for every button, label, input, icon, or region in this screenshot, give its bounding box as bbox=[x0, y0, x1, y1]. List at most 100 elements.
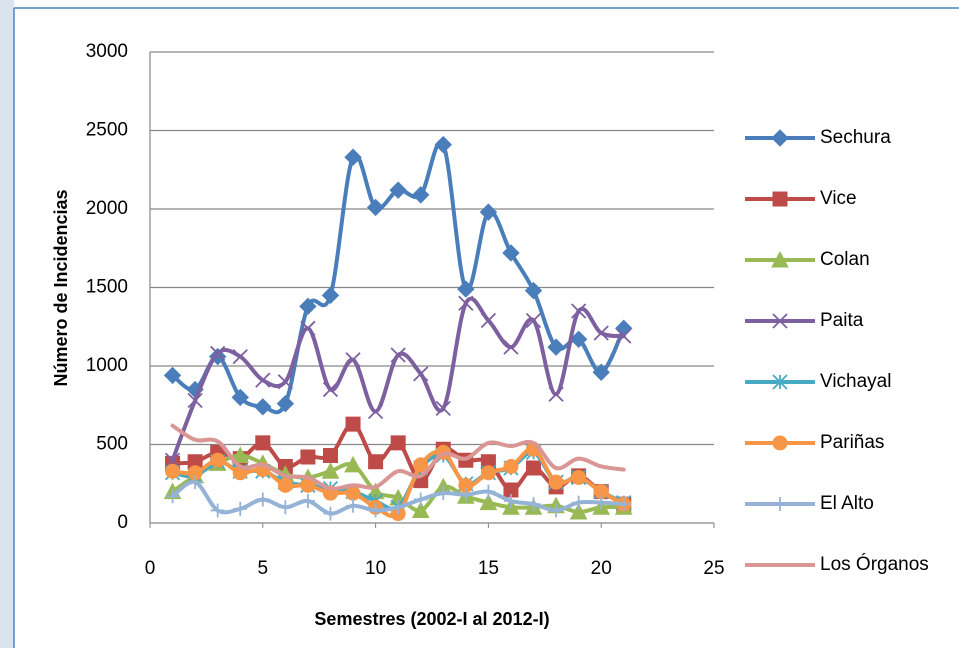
marker bbox=[594, 495, 609, 510]
marker bbox=[772, 191, 788, 207]
marker bbox=[210, 503, 225, 518]
marker bbox=[526, 460, 542, 476]
marker bbox=[210, 345, 226, 362]
marker bbox=[458, 477, 474, 493]
marker bbox=[571, 469, 587, 485]
marker bbox=[772, 313, 788, 329]
marker bbox=[165, 463, 181, 479]
marker bbox=[479, 203, 498, 221]
marker bbox=[390, 435, 406, 451]
x-tick-label: 20 bbox=[591, 558, 612, 579]
marker bbox=[322, 381, 339, 398]
marker bbox=[571, 495, 586, 510]
marker bbox=[255, 372, 271, 388]
marker bbox=[548, 386, 564, 402]
marker bbox=[389, 181, 407, 199]
marker bbox=[367, 403, 384, 420]
marker bbox=[344, 148, 362, 166]
marker bbox=[458, 487, 473, 502]
legend-label: Paita bbox=[820, 310, 864, 331]
marker bbox=[232, 348, 248, 365]
marker bbox=[413, 457, 429, 473]
y-tick-label: 3000 bbox=[86, 41, 128, 62]
marker bbox=[502, 244, 520, 262]
y-tick-label: 2500 bbox=[86, 120, 128, 141]
legend-label: Pariñas bbox=[820, 432, 884, 453]
y-tick-label: 500 bbox=[96, 434, 128, 455]
marker bbox=[436, 486, 451, 501]
marker bbox=[593, 325, 609, 341]
marker bbox=[300, 494, 315, 509]
x-tick-label: 0 bbox=[145, 558, 156, 579]
marker bbox=[255, 492, 270, 507]
x-tick-label: 25 bbox=[703, 558, 724, 579]
marker bbox=[346, 498, 361, 513]
marker bbox=[411, 501, 430, 518]
marker bbox=[479, 493, 498, 511]
x-tick-label: 10 bbox=[365, 558, 386, 579]
marker bbox=[368, 503, 383, 518]
x-tick-label: 15 bbox=[478, 558, 499, 579]
legend-label: Sechura bbox=[820, 127, 891, 148]
marker bbox=[413, 492, 428, 507]
marker bbox=[299, 297, 317, 316]
series-line bbox=[170, 423, 626, 491]
marker bbox=[503, 494, 518, 509]
marker bbox=[412, 186, 430, 204]
marker bbox=[772, 374, 788, 390]
marker bbox=[188, 475, 203, 490]
marker bbox=[772, 435, 788, 451]
marker bbox=[345, 352, 361, 368]
x-axis-title: Semestres (2002-I al 2012-I) bbox=[314, 609, 549, 629]
marker bbox=[278, 500, 293, 515]
legend-label: Los Órganos bbox=[820, 553, 929, 575]
legend-label: Vichayal bbox=[820, 371, 891, 392]
side-gutter bbox=[0, 0, 14, 648]
marker bbox=[481, 484, 496, 499]
legend-label: El Alto bbox=[820, 493, 874, 514]
marker bbox=[526, 497, 541, 512]
marker bbox=[187, 465, 203, 481]
marker bbox=[366, 198, 385, 217]
marker bbox=[231, 446, 250, 463]
marker bbox=[569, 330, 588, 349]
marker bbox=[231, 388, 249, 407]
y-tick-label: 1500 bbox=[86, 277, 128, 298]
marker bbox=[547, 338, 565, 356]
marker bbox=[368, 454, 384, 470]
marker bbox=[480, 465, 496, 481]
marker bbox=[321, 286, 340, 305]
marker bbox=[503, 482, 519, 498]
y-tick-label: 1000 bbox=[86, 355, 128, 376]
marker bbox=[435, 400, 451, 417]
marker bbox=[300, 477, 316, 493]
marker bbox=[548, 474, 564, 490]
marker bbox=[164, 452, 181, 468]
marker bbox=[773, 497, 787, 511]
y-axis-title: Número de Incidencias bbox=[51, 189, 71, 386]
marker bbox=[210, 452, 226, 468]
marker bbox=[321, 462, 340, 479]
marker bbox=[345, 416, 361, 432]
legend-label: Vice bbox=[820, 188, 857, 209]
marker bbox=[276, 394, 295, 413]
marker bbox=[233, 501, 248, 516]
marker bbox=[255, 435, 271, 451]
marker bbox=[391, 500, 406, 515]
marker bbox=[771, 250, 789, 268]
marker bbox=[390, 347, 406, 363]
x-tick-label: 5 bbox=[258, 558, 269, 579]
marker bbox=[593, 484, 609, 500]
marker bbox=[254, 398, 272, 416]
marker bbox=[322, 447, 338, 463]
marker bbox=[344, 455, 362, 473]
marker bbox=[345, 485, 361, 501]
marker bbox=[457, 280, 475, 298]
marker bbox=[771, 129, 789, 147]
y-tick-label: 2000 bbox=[86, 198, 128, 219]
marker bbox=[615, 319, 633, 338]
marker bbox=[323, 506, 338, 521]
marker bbox=[277, 477, 293, 493]
